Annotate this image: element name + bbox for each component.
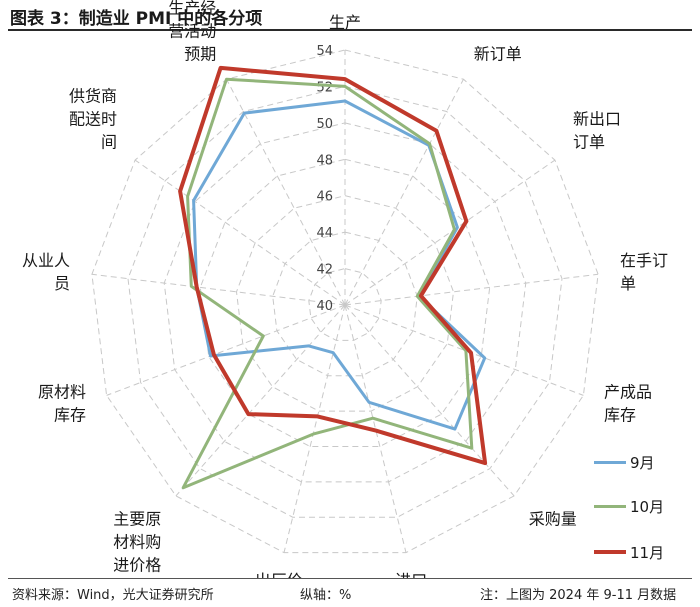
grid-ring-50 (163, 122, 527, 483)
category-label-9-line-1: 库存 (54, 406, 86, 425)
category-label-0-line-0: 生产 (329, 13, 361, 32)
spoke-5 (344, 304, 515, 497)
series-line-1 (181, 77, 474, 490)
category-label-8-line-0: 主要原 (113, 509, 161, 528)
category-label-11-line-2: 间 (101, 133, 117, 152)
tick-label-46: 46 (316, 190, 333, 205)
category-label-12-line-0: 生产经 (168, 0, 216, 18)
tick-label-42: 42 (316, 263, 333, 278)
category-label-1-line-0: 新订单 (474, 45, 522, 64)
grid-ring-42 (308, 268, 382, 341)
spoke-10 (91, 273, 346, 306)
legend-label-nov: 11月 (630, 544, 665, 562)
spoke-4 (344, 304, 584, 396)
category-label-8-line-1: 材料购 (113, 532, 161, 551)
spoke-9 (106, 304, 346, 396)
legend: 9月 10月 11月 (594, 450, 694, 570)
grid-ring-52 (127, 85, 563, 518)
spoke-6 (344, 304, 407, 553)
category-label-10-line-0: 从业人 (22, 251, 70, 270)
legend-label-sep: 9月 (630, 454, 655, 472)
category-label-12-line-1: 营活动 (168, 22, 216, 41)
category-label-4-line-1: 库存 (604, 406, 636, 425)
spoke-12 (226, 78, 346, 306)
category-label-3-line-0: 在手订 (620, 251, 668, 270)
tick-label-52: 52 (316, 80, 333, 95)
category-label-12-line-2: 预期 (184, 45, 216, 64)
legend-label-oct: 10月 (630, 498, 665, 516)
category-label-11-line-1: 配送时 (69, 110, 117, 129)
tick-label-44: 44 (316, 226, 333, 241)
category-label-5-line-0: 采购量 (529, 509, 577, 528)
spoke-3 (344, 273, 599, 306)
title-rule (8, 29, 692, 31)
axis-unit-note: 纵轴：% (300, 588, 352, 603)
tick-label-40: 40 (316, 299, 333, 314)
category-label-10-line-1: 员 (54, 274, 70, 293)
category-label-9-line-0: 原材料 (38, 383, 86, 402)
legend-swatch-nov (594, 550, 626, 554)
chart-title: 图表 3：制造业 PMI 中的各分项 (10, 9, 263, 29)
spoke-2 (344, 159, 556, 306)
grid-ring-44 (272, 231, 418, 377)
grid-ring-48 (199, 158, 491, 447)
tick-label-54: 54 (316, 44, 333, 59)
spoke-7 (283, 304, 346, 553)
grid-ring-54 (91, 49, 599, 554)
category-label-4-line-0: 产成品 (604, 383, 652, 402)
footer-rule (8, 578, 692, 579)
series-line-2 (178, 65, 488, 466)
category-label-2-line-1: 订单 (573, 133, 605, 152)
radar-chart: 40 42 44 46 48 50 52 54 生产新订单新出口订单在手订单产成品库存采购量进口… (22, 0, 668, 578)
grid-ring-46 (235, 195, 455, 412)
category-label-7-line-0: 出厂价 (255, 571, 303, 578)
spoke-8 (175, 304, 346, 497)
category-label-2-line-0: 新出口 (573, 110, 621, 129)
spoke-1 (344, 78, 464, 306)
tick-label-50: 50 (316, 117, 333, 132)
category-label-11-line-0: 供货商 (69, 87, 117, 106)
date-note: 注：上图为 2024 年 9-11 月数据 (480, 588, 677, 603)
category-label-6-line-0: 进口 (395, 571, 427, 578)
source-note: 资料来源：Wind，光大证券研究所 (12, 588, 214, 603)
legend-swatch-sep (594, 461, 626, 464)
series-line-0 (192, 99, 487, 431)
category-label-8-line-2: 进价格 (113, 555, 161, 574)
spoke-11 (134, 159, 346, 306)
legend-swatch-oct (594, 505, 626, 508)
tick-label-48: 48 (316, 153, 333, 168)
category-label-3-line-1: 单 (620, 274, 636, 293)
